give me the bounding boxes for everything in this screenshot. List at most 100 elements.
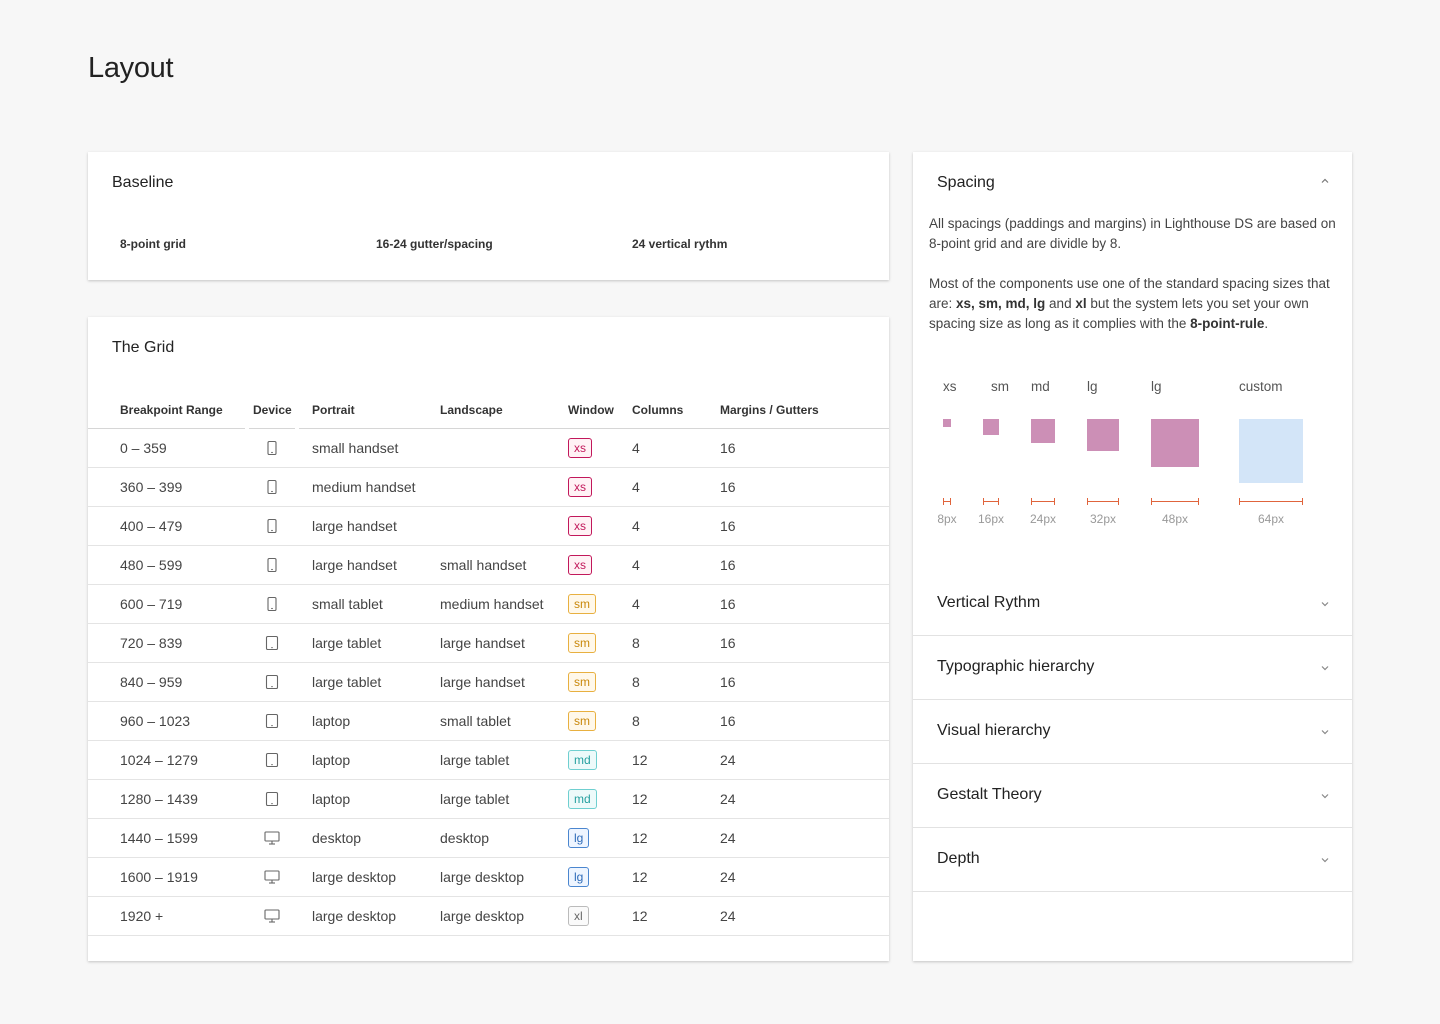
spacing-value: 24px — [1029, 512, 1057, 526]
portrait-cell: small handset — [312, 440, 399, 456]
accordion-title: Visual hierarchy — [937, 722, 1051, 739]
table-row: 0 – 359 small handset 4 16 xs — [88, 429, 889, 468]
window-badge: xs — [568, 477, 592, 497]
landscape-cell: large tablet — [440, 752, 510, 768]
accordion-item-vertical-rythm[interactable]: Vertical Rythm — [913, 572, 1352, 636]
columns-cell: 4 — [632, 557, 640, 573]
tablet-icon — [265, 635, 279, 651]
spacing-header[interactable]: Spacing — [937, 174, 995, 191]
table-row: 1920 + large desktop large desktop 12 24 xl — [88, 897, 889, 936]
spacing-value: 8px — [937, 512, 957, 526]
baseline-item-rythm: 24 vertical rythm — [632, 237, 728, 251]
page-title: Layout — [88, 52, 174, 84]
margins-cell: 16 — [720, 674, 736, 690]
window-badge: xs — [568, 516, 592, 536]
portrait-cell: laptop — [312, 791, 351, 807]
header-window: Window — [568, 403, 614, 417]
spacing-swatch — [1239, 419, 1303, 483]
baseline-item-grid: 8-point grid — [120, 237, 186, 251]
accordion-title: Typographic hierarchy — [937, 658, 1095, 675]
header-landscape: Landscape — [440, 403, 503, 417]
phone-icon — [267, 557, 277, 573]
chevron-up-icon[interactable] — [1320, 176, 1330, 186]
spacing-swatch — [1151, 419, 1199, 467]
spacing-measure — [1031, 498, 1055, 506]
table-row: 840 – 959 large tablet large handset 8 16 sm — [88, 663, 889, 702]
breakpoint-cell: 1600 – 1919 — [120, 869, 198, 885]
chevron-down-icon[interactable] — [1320, 599, 1330, 609]
margins-cell: 16 — [720, 557, 736, 573]
margins-cell: 16 — [720, 518, 736, 534]
columns-cell: 8 — [632, 713, 640, 729]
breakpoint-cell: 1440 – 1599 — [120, 830, 198, 846]
portrait-cell: large tablet — [312, 635, 382, 651]
spacing-measure — [1239, 498, 1303, 506]
breakpoint-cell: 480 – 599 — [120, 557, 183, 573]
breakpoint-cell: 360 – 399 — [120, 479, 183, 495]
portrait-cell: large desktop — [312, 908, 397, 924]
table-row: 1440 – 1599 desktop desktop 12 24 lg — [88, 819, 889, 858]
portrait-cell: large handset — [312, 518, 397, 534]
breakpoint-cell: 400 – 479 — [120, 518, 183, 534]
table-row: 960 – 1023 laptop small tablet 8 16 sm — [88, 702, 889, 741]
accordion-title: Depth — [937, 850, 980, 867]
spacing-standard-sizes: Most of the components use one of the st… — [929, 276, 1330, 331]
header-device: Device — [253, 403, 292, 417]
grid-title: The Grid — [112, 339, 175, 356]
chevron-down-icon[interactable] — [1320, 791, 1330, 801]
window-badge: lg — [568, 828, 590, 848]
spacing-value: 32px — [1089, 512, 1117, 526]
breakpoint-cell: 1280 – 1439 — [120, 791, 198, 807]
chevron-down-icon[interactable] — [1320, 663, 1330, 673]
chevron-down-icon[interactable] — [1320, 727, 1330, 737]
phone-icon — [267, 440, 277, 456]
accordion-title: Vertical Rythm — [937, 594, 1041, 611]
spacing-label: custom — [1239, 379, 1283, 394]
accordion-item-depth[interactable]: Depth — [913, 828, 1352, 892]
table-row: 1024 – 1279 laptop large tablet 12 24 md — [88, 741, 889, 780]
tablet-icon — [265, 674, 279, 690]
table-row: 1600 – 1919 large desktop large desktop 12 2… — [88, 858, 889, 897]
spacing-label: xs — [943, 379, 957, 394]
accordion-item-gestalt-theory[interactable]: Gestalt Theory — [913, 764, 1352, 828]
columns-cell: 8 — [632, 635, 640, 651]
columns-cell: 12 — [632, 869, 648, 885]
header-portrait: Portrait — [312, 403, 355, 417]
columns-cell: 8 — [632, 674, 640, 690]
landscape-cell: desktop — [440, 830, 490, 846]
table-row: 480 – 599 large handset small handset 4 16 xs — [88, 546, 889, 585]
desktop-icon — [264, 831, 280, 845]
portrait-cell: medium handset — [312, 479, 416, 495]
spacing-swatch — [1031, 419, 1055, 443]
spacing-swatch — [943, 419, 951, 427]
columns-cell: 12 — [632, 830, 648, 846]
tablet-icon — [265, 791, 279, 807]
portrait-cell: desktop — [312, 830, 362, 846]
window-badge: xs — [568, 438, 592, 458]
portrait-cell: large desktop — [312, 869, 397, 885]
columns-cell: 4 — [632, 596, 640, 612]
grid-card: The Grid Breakpoint Range Device Portrai… — [88, 317, 889, 961]
margins-cell: 16 — [720, 440, 736, 456]
chevron-down-icon[interactable] — [1320, 855, 1330, 865]
phone-icon — [267, 518, 277, 534]
spacing-swatch — [1087, 419, 1119, 451]
spacing-measure — [943, 498, 951, 506]
accordion-item-typographic-hierarchy[interactable]: Typographic hierarchy — [913, 636, 1352, 700]
guidelines-panel: Spacing All spacings (paddings and margi… — [913, 152, 1352, 961]
portrait-cell: large handset — [312, 557, 397, 573]
spacing-measure — [983, 498, 999, 506]
window-badge: md — [568, 750, 597, 770]
portrait-cell: laptop — [312, 713, 351, 729]
accordion-item-visual-hierarchy[interactable]: Visual hierarchy — [913, 700, 1352, 764]
breakpoint-cell: 960 – 1023 — [120, 713, 191, 729]
portrait-cell: large tablet — [312, 674, 382, 690]
table-row: 600 – 719 small tablet medium handset 4 16 sm — [88, 585, 889, 624]
margins-cell: 24 — [720, 869, 736, 885]
spacing-label: md — [1031, 379, 1050, 394]
landscape-cell: small handset — [440, 557, 527, 573]
window-badge: xs — [568, 555, 592, 575]
columns-cell: 4 — [632, 440, 640, 456]
margins-cell: 24 — [720, 791, 736, 807]
desktop-icon — [264, 870, 280, 884]
